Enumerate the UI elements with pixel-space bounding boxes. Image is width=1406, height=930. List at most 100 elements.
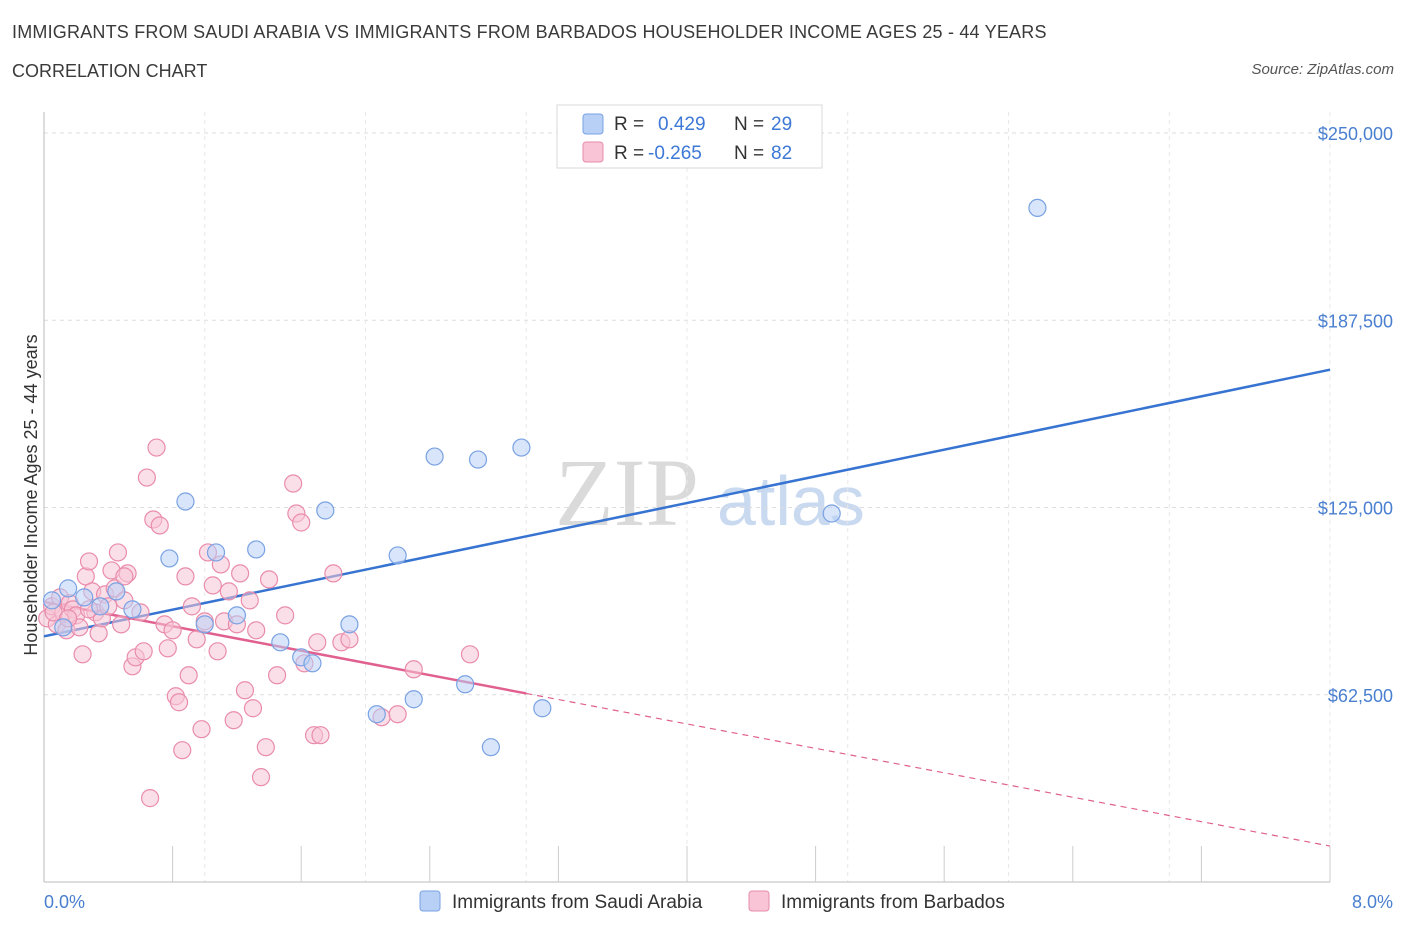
point-saudi-arabia: [822, 504, 841, 523]
point-barbados: [243, 699, 263, 718]
point-barbados: [284, 474, 303, 493]
point-saudi-arabia: [227, 606, 246, 625]
point-barbados: [173, 741, 192, 760]
legend-r-value-2: -0.265: [648, 143, 702, 164]
point-barbados: [231, 564, 250, 583]
watermark-zip: ZIP: [555, 439, 699, 546]
point-barbados: [292, 513, 311, 532]
point-barbados: [240, 591, 259, 610]
point-barbados: [89, 624, 108, 643]
point-barbados: [182, 597, 201, 616]
bottom-legend-swatch-barbados: [748, 890, 770, 912]
legend-r-label-2: R =: [614, 143, 644, 164]
point-barbados: [460, 645, 480, 664]
point-barbados: [276, 606, 295, 625]
legend-r-label-1: R =: [614, 114, 644, 135]
point-saudi-arabia: [107, 582, 126, 601]
point-barbados: [247, 621, 266, 640]
point-saudi-arabia: [303, 654, 322, 673]
point-saudi-arabia: [367, 705, 386, 724]
point-barbados: [179, 666, 198, 685]
point-saudi-arabia: [340, 615, 359, 634]
point-barbados: [256, 738, 275, 757]
point-barbados: [79, 552, 99, 571]
legend-swatch-saudi: [582, 113, 604, 135]
point-saudi-arabia: [512, 438, 531, 457]
point-barbados: [112, 615, 131, 634]
point-barbados: [134, 642, 153, 661]
point-saudi-arabia: [425, 447, 444, 466]
point-saudi-arabia: [59, 579, 78, 598]
point-saudi-arabia: [404, 690, 423, 709]
point-saudi-arabia: [42, 591, 62, 610]
bottom-legend-label-barbados: Immigrants from Barbados: [781, 892, 1005, 913]
point-barbados: [267, 666, 287, 685]
bottom-legend-label-saudi: Immigrants from Saudi Arabia: [452, 892, 703, 913]
legend-n-label-2: N =: [734, 143, 764, 164]
point-saudi-arabia: [481, 738, 500, 757]
point-barbados: [208, 642, 227, 661]
point-barbados: [203, 576, 222, 595]
point-saudi-arabia: [468, 450, 488, 469]
point-barbados: [235, 681, 255, 700]
point-barbados: [147, 438, 166, 457]
point-barbados: [108, 543, 128, 562]
data-points: [38, 198, 1047, 808]
point-saudi-arabia: [75, 588, 94, 607]
point-saudi-arabia: [388, 546, 407, 565]
y-tick-label: $125,000: [1318, 499, 1393, 519]
point-saudi-arabia: [1028, 198, 1047, 217]
y-tick-label: $187,500: [1318, 311, 1393, 331]
x-tick-label-max: 8.0%: [1352, 892, 1393, 912]
point-barbados: [169, 693, 189, 712]
point-barbados: [219, 582, 238, 601]
point-barbados: [150, 516, 169, 535]
point-barbados: [163, 621, 182, 640]
y-tick-label: $62,500: [1328, 686, 1393, 706]
trend-line-saudi-arabia: [43, 368, 1331, 638]
x-tick-label-min: 0.0%: [44, 892, 85, 912]
point-saudi-arabia: [206, 543, 226, 562]
bottom-legend-swatch-saudi: [419, 890, 441, 912]
point-barbados: [324, 564, 343, 583]
point-saudi-arabia: [123, 600, 142, 619]
point-barbados: [311, 726, 330, 745]
point-saudi-arabia: [54, 618, 73, 637]
point-saudi-arabia: [247, 540, 266, 559]
point-barbados: [388, 705, 407, 724]
axes: $62,500 $125,000 $187,500 $250,000 0.0% 8.0%: [43, 112, 1393, 912]
series-legend: Immigrants from Saudi Arabia Immigrants …: [419, 890, 1005, 913]
point-saudi-arabia: [533, 699, 552, 718]
point-barbados: [187, 630, 206, 649]
point-barbados: [176, 567, 195, 586]
point-barbados: [73, 645, 92, 664]
source-credit: Source: ZipAtlas.com: [1251, 61, 1394, 78]
correlation-legend: R = 0.429 N = 29 R = -0.265 N = 82: [556, 104, 823, 169]
point-saudi-arabia: [91, 597, 110, 616]
point-barbados: [308, 633, 327, 652]
legend-swatch-barbados: [582, 141, 604, 163]
chart-title: IMMIGRANTS FROM SAUDI ARABIA VS IMMIGRAN…: [12, 22, 1047, 42]
point-barbados: [404, 660, 423, 679]
point-saudi-arabia: [160, 549, 179, 568]
point-saudi-arabia: [176, 492, 195, 511]
grid: [44, 112, 1331, 882]
point-barbados: [192, 720, 211, 739]
watermark-atlas: atlas: [717, 462, 865, 540]
point-saudi-arabia: [456, 675, 475, 694]
point-barbados: [224, 711, 243, 730]
y-tick-label: $250,000: [1318, 124, 1393, 144]
y-axis-label: Householder Income Ages 25 - 44 years: [21, 334, 41, 655]
trend-line-barbados-extension: [526, 692, 1331, 847]
point-barbados: [115, 567, 134, 586]
point-barbados: [251, 768, 271, 787]
legend-n-value-1: 29: [771, 114, 792, 135]
point-barbados: [137, 468, 156, 487]
point-saudi-arabia: [195, 615, 214, 634]
legend-n-value-2: 82: [771, 143, 792, 164]
point-barbados: [140, 789, 160, 808]
point-saudi-arabia: [316, 501, 335, 520]
chart-subtitle: CORRELATION CHART: [12, 61, 208, 81]
point-barbados: [259, 570, 279, 589]
